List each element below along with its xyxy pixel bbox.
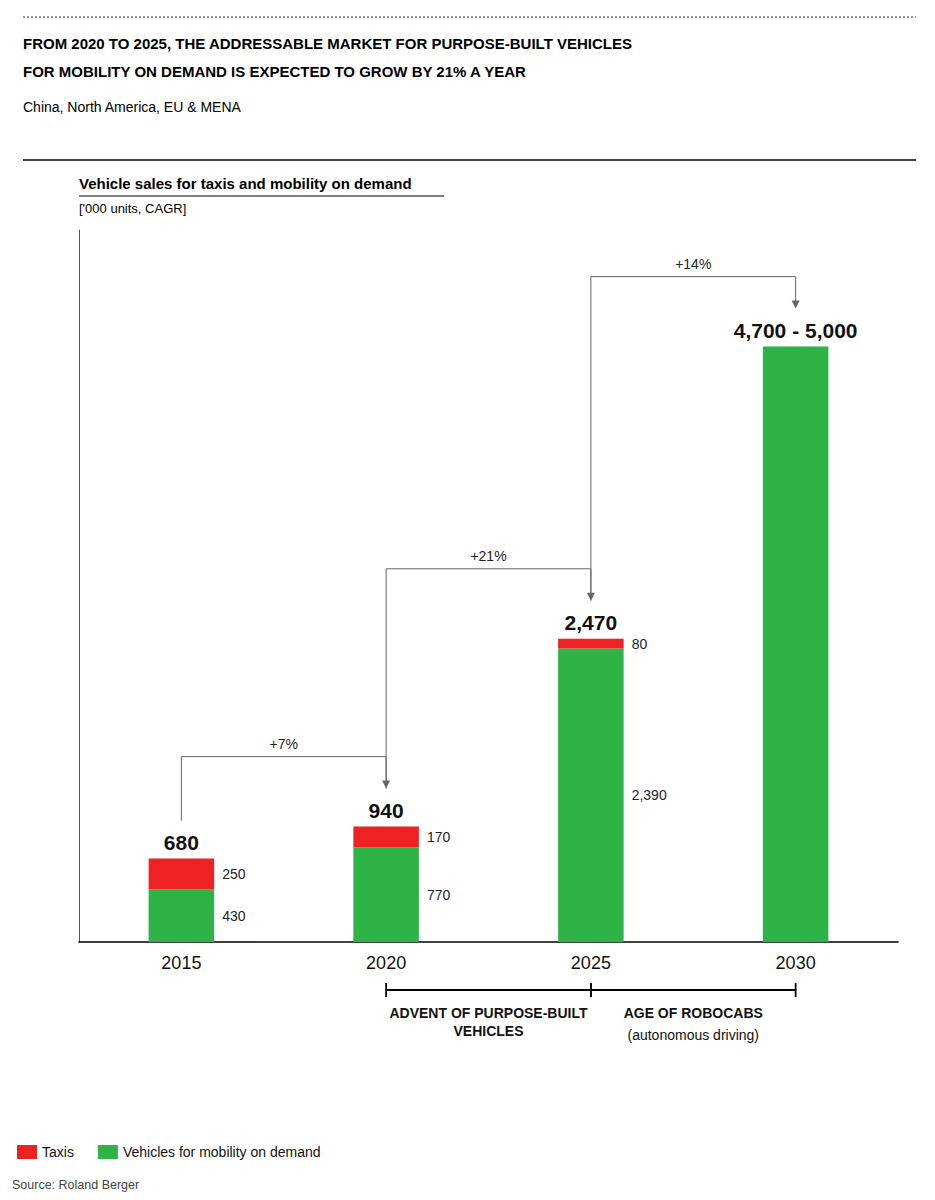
svg-text:(autonomous driving): (autonomous driving) xyxy=(627,1027,759,1043)
svg-text:FOR MOBILITY ON DEMAND IS EXPE: FOR MOBILITY ON DEMAND IS EXPECTED TO GR… xyxy=(23,63,526,80)
svg-text:Vehicles for mobility on deman: Vehicles for mobility on demand xyxy=(123,1144,321,1160)
svg-text:2,390: 2,390 xyxy=(632,787,667,803)
svg-text:Vehicle sales for taxis and mo: Vehicle sales for taxis and mobility on … xyxy=(79,175,412,192)
svg-text:AGE OF ROBOCABS: AGE OF ROBOCABS xyxy=(624,1005,763,1021)
svg-text:VEHICLES: VEHICLES xyxy=(453,1023,523,1039)
svg-text:['000 units, CAGR]: ['000 units, CAGR] xyxy=(79,201,186,216)
svg-text:ADVENT OF PURPOSE-BUILT: ADVENT OF PURPOSE-BUILT xyxy=(389,1005,588,1021)
svg-text:+21%: +21% xyxy=(470,548,506,564)
svg-text:2020: 2020 xyxy=(366,953,406,973)
svg-text:680: 680 xyxy=(164,831,199,854)
svg-text:FROM 2020 TO 2025, THE ADDRESS: FROM 2020 TO 2025, THE ADDRESSABLE MARKE… xyxy=(23,35,632,52)
svg-text:2025: 2025 xyxy=(571,953,611,973)
svg-text:2,470: 2,470 xyxy=(565,611,618,634)
svg-text:Taxis: Taxis xyxy=(42,1144,74,1160)
svg-text:80: 80 xyxy=(632,636,648,652)
svg-text:250: 250 xyxy=(222,866,246,882)
svg-text:2015: 2015 xyxy=(161,953,201,973)
svg-text:Source: Roland Berger: Source: Roland Berger xyxy=(12,1178,139,1192)
svg-text:770: 770 xyxy=(427,887,451,903)
svg-text:4,700 - 5,000: 4,700 - 5,000 xyxy=(734,319,858,342)
svg-text:China, North America, EU & MEN: China, North America, EU & MENA xyxy=(23,99,242,115)
svg-text:170: 170 xyxy=(427,829,451,845)
svg-text:+7%: +7% xyxy=(270,736,298,752)
svg-text:2030: 2030 xyxy=(776,953,816,973)
svg-text:+14%: +14% xyxy=(675,256,711,272)
svg-text:430: 430 xyxy=(222,908,246,924)
svg-text:940: 940 xyxy=(369,799,404,822)
